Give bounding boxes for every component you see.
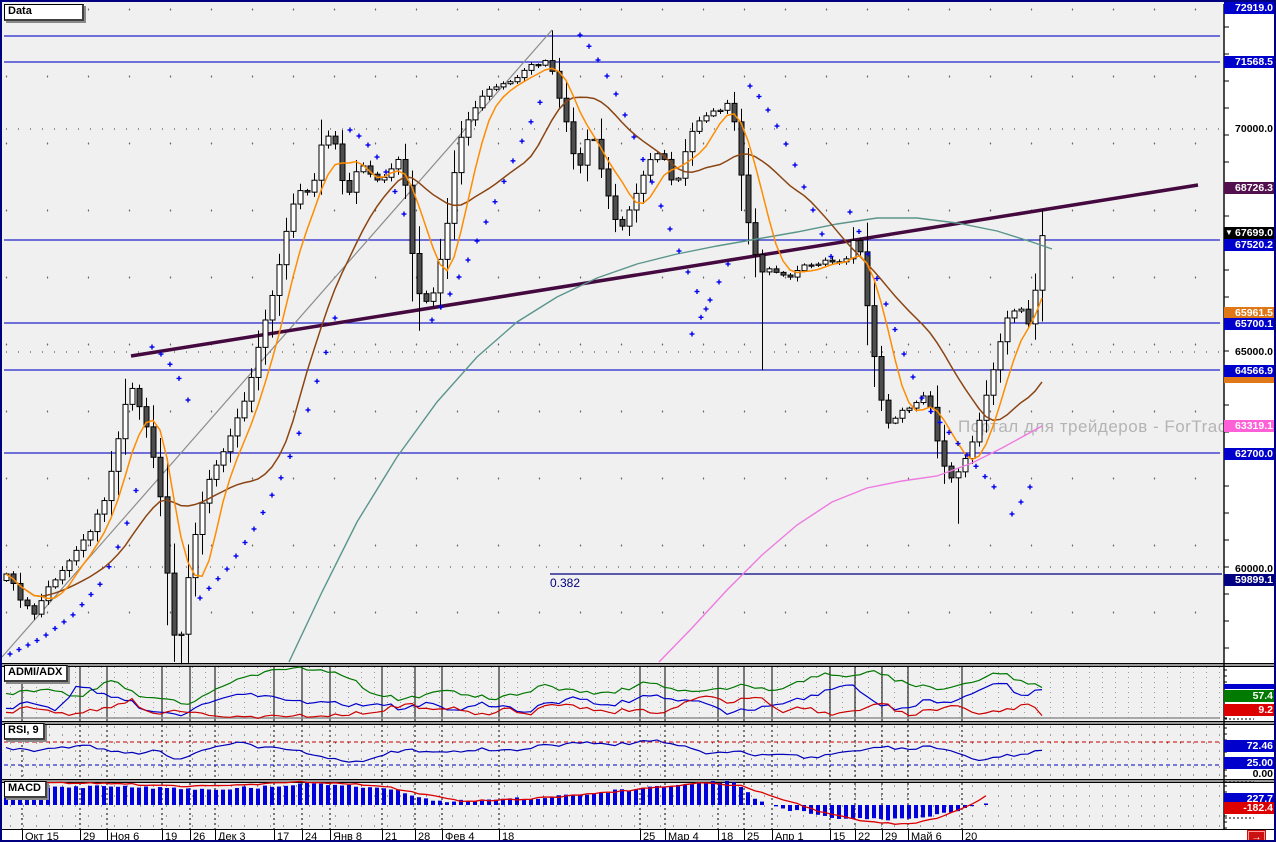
date-label: Фев 4 [445,831,475,842]
price-level-label: 72919.0 [1224,2,1274,14]
price-level-label: 63319.1 [1224,420,1274,432]
date-label: Дек 3 [218,831,246,842]
date-tick [830,830,831,840]
price-level-label: 70000.0 [1235,123,1273,135]
date-tick [744,830,745,840]
ma-verylong-line [658,425,1043,663]
date-tick [107,830,108,840]
date-axis[interactable]: Окт 15 29 Ноя 6 19 26 Дек 3 17 24 Янв 8 21 28 Фев 4… [2,829,1274,842]
price-level-label: 62700.0 [1224,448,1274,460]
price-level-label: 64566.9 [1224,365,1274,377]
price-level-label: 65961.5 [1224,307,1274,319]
rsi-line [5,739,1043,763]
panel-splitter[interactable] [2,779,1274,783]
ma-slow-line [5,96,1043,598]
price-level-label: 67520.2 [1224,239,1274,251]
adx-value-label: 57.4 [1224,690,1274,702]
plus-di-line [5,682,1043,717]
adx-value-label [1224,683,1274,689]
date-tick [665,830,666,840]
date-label: Янв 8 [333,831,363,842]
date-tick [415,830,416,840]
date-label: 29 [885,831,898,842]
date-tick [718,830,719,840]
tab-data[interactable]: Data [4,4,84,21]
rsi-value-label: 0.00 [1252,768,1273,780]
watermark-text: Портал для трейдеров - ForTrader.ru [958,417,1265,436]
price-level-label: 65700.1 [1224,318,1274,330]
date-tick [772,830,773,840]
date-label: 26 [193,831,206,842]
date-label: 17 [277,831,290,842]
date-tick [274,830,275,840]
date-tick [215,830,216,840]
tab-rsi-indicator[interactable]: RSI, 9 [4,723,45,740]
date-label: 29 [83,831,96,842]
date-tick [442,830,443,840]
date-label: 21 [385,831,398,842]
date-label: 18 [721,831,734,842]
panel-splitter[interactable] [2,663,1274,667]
date-label: Мар 4 [668,831,699,842]
candlestick-series [3,30,1046,665]
date-tick [640,830,641,840]
tab-adx-indicator[interactable]: ADMI/ADX [4,665,69,682]
date-tick [499,830,500,840]
date-tick [80,830,81,840]
macd-histogram [4,780,988,821]
adx-panel-area[interactable] [4,665,1224,721]
fib-0382-label: 0.382 [550,576,581,590]
date-label: Окт 15 [25,831,59,842]
date-label: 25 [643,831,656,842]
price-level-label: 71568.5 [1224,56,1274,68]
date-label: 22 [858,831,871,842]
date-label: 18 [502,831,515,842]
trendline-purple-major [130,183,1199,358]
date-label: 15 [833,831,846,842]
date-label: 28 [418,831,431,842]
adx-line [5,666,1043,705]
current-price-arrow-icon: ▼ [1225,228,1233,237]
price-level-label: 59899.1 [1224,574,1274,586]
macd-value-label: -182.4 [1224,802,1274,814]
scroll-right-icon[interactable]: → [1248,831,1265,840]
date-tick [302,830,303,840]
current-price-label: ▼ 67699.0 [1224,227,1274,239]
price-level-label: 65000.0 [1235,346,1273,358]
macd-signal-line [5,780,987,825]
rsi-value-label: 72.46 [1224,740,1274,752]
date-label: 24 [305,831,318,842]
date-label: Май 6 [911,831,942,842]
date-tick [855,830,856,840]
date-tick [382,830,383,840]
price-level-label: 60000.0 [1235,563,1273,575]
date-label: Апр 1 [775,831,804,842]
adx-value-label: 9.2 [1224,704,1274,716]
date-label: 19 [165,831,178,842]
date-tick [882,830,883,840]
date-label: Ноя 6 [110,831,140,842]
date-label: 20 [965,831,978,842]
panel-splitter[interactable] [2,721,1274,725]
tab-macd-indicator[interactable]: MACD [4,781,47,798]
parabolic-sar-dots [7,32,1033,657]
date-tick [162,830,163,840]
date-label: 25 [747,831,760,842]
ma-fast-line [5,67,1043,600]
price-level-label: 68726.3 [1224,182,1274,194]
date-tick [330,830,331,840]
rsi-panel-area[interactable] [4,723,1224,779]
rsi-value-label: 25.00 [1224,757,1274,769]
date-tick [190,830,191,840]
date-tick [22,830,23,840]
price-level-label [1224,377,1274,383]
ma-long-line [288,217,1053,663]
date-tick [962,830,963,840]
date-tick [908,830,909,840]
minus-di-line [5,695,1043,720]
